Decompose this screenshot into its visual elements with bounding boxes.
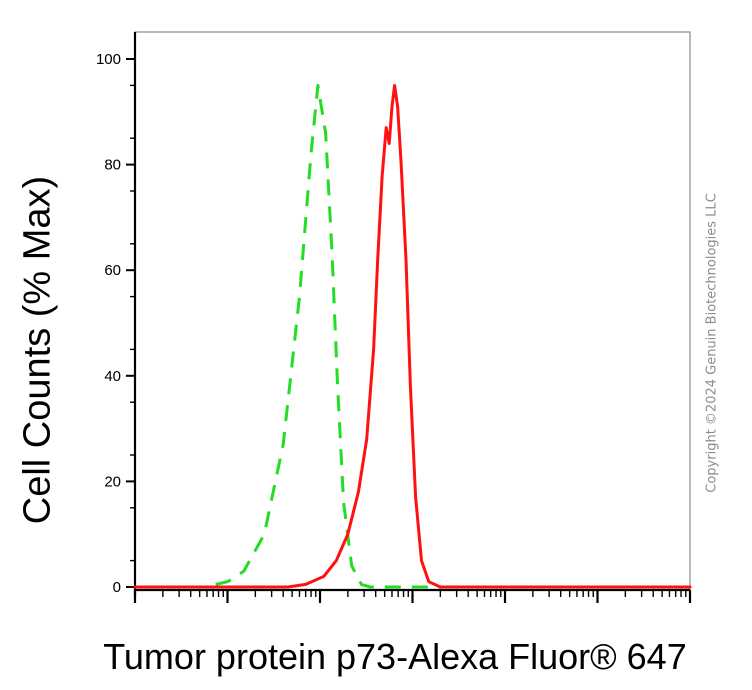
y-tick-label: 60 xyxy=(104,262,121,279)
y-tick-label: 0 xyxy=(113,579,121,596)
y-axis-label: Cell Counts (% Max) xyxy=(16,175,59,525)
histogram-series-solid xyxy=(133,83,692,589)
histogram-series-dashed xyxy=(135,83,690,589)
plot-frame xyxy=(134,31,691,591)
copyright-text: Copyright ©2024 Genuin Biotechnologies L… xyxy=(704,193,720,493)
y-tick-label: 80 xyxy=(104,157,121,174)
x-axis-label: Tumor protein p73-Alexa Fluor® 647 xyxy=(103,636,687,677)
y-tick-label: 100 xyxy=(96,51,121,68)
y-tick-label: 40 xyxy=(104,368,121,385)
y-tick-label: 20 xyxy=(104,473,121,490)
